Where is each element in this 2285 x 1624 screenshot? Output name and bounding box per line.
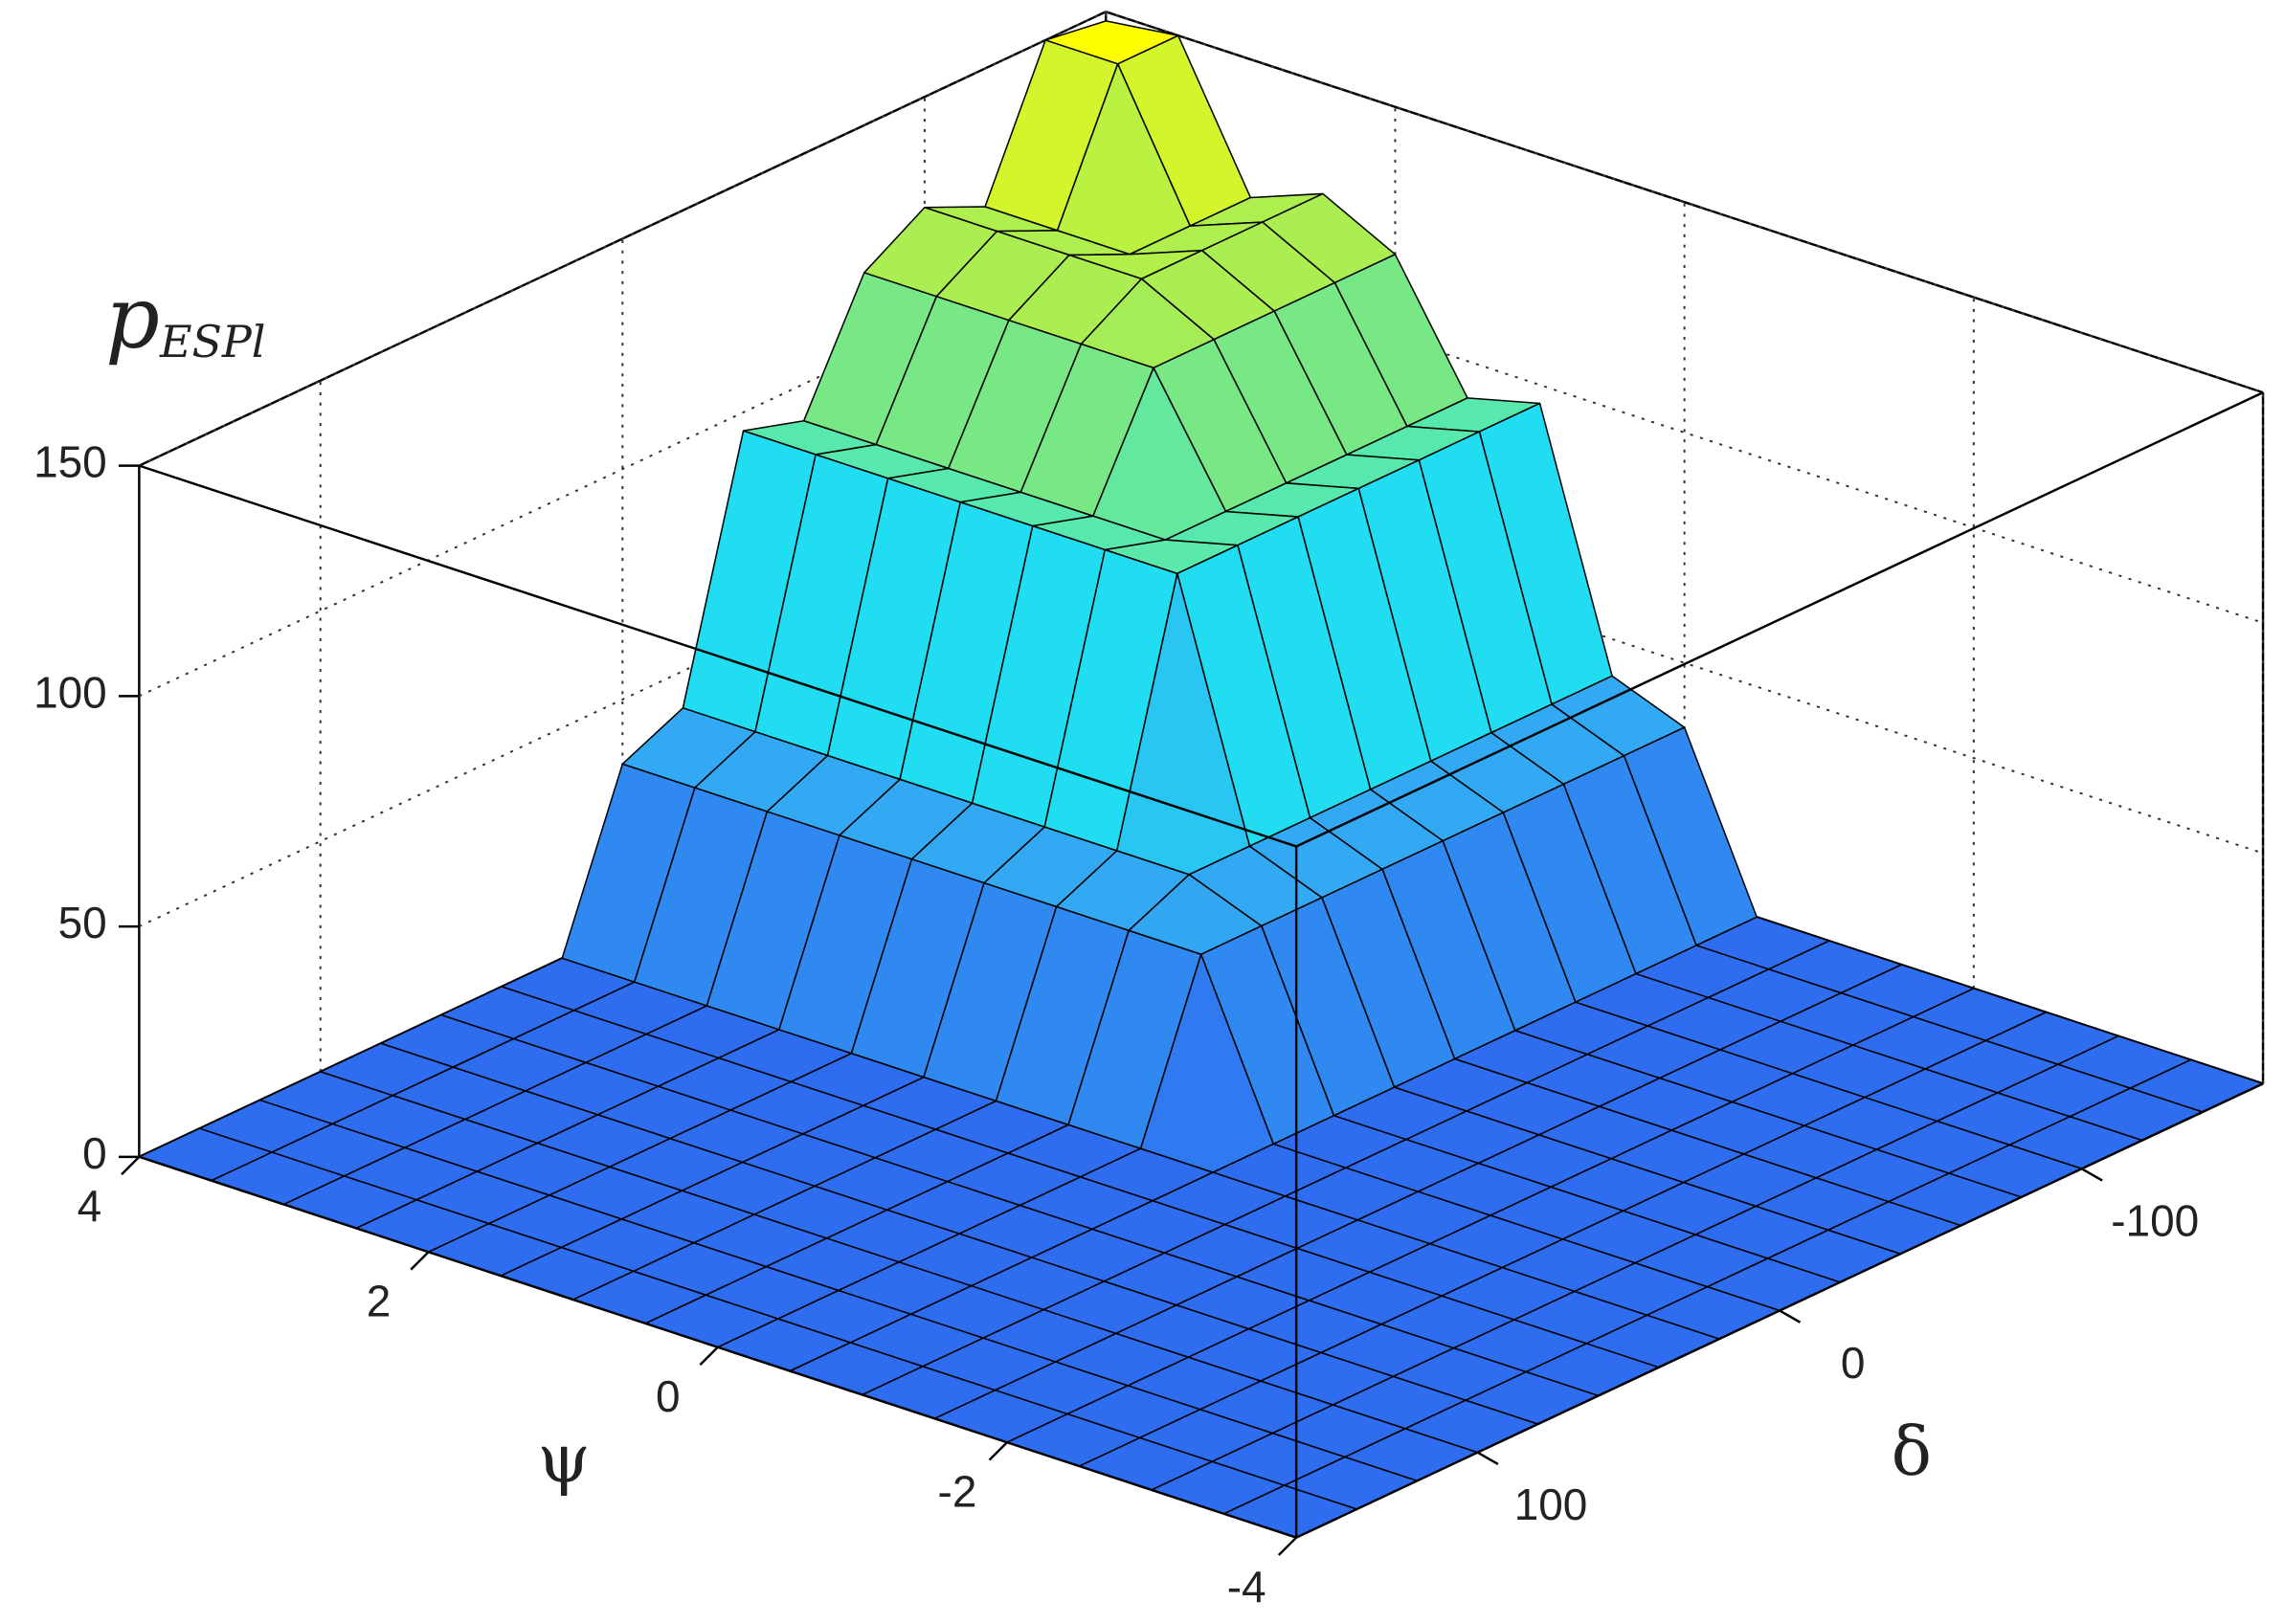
- front-layer: 0 50 100 150 -4 -2 0 2 4 -100 0 100: [34, 391, 2264, 1612]
- box-edge: [138, 464, 1297, 848]
- x-tick: [121, 1155, 141, 1176]
- axis-line: [1295, 1082, 2264, 1539]
- surface: [138, 20, 2264, 1539]
- z-tick-label: 0: [82, 1128, 107, 1178]
- grid-line: [138, 471, 1107, 928]
- x-tick-label: -2: [938, 1466, 977, 1516]
- x-tick: [410, 1251, 430, 1271]
- y-tick-label: 100: [1514, 1479, 1588, 1529]
- y-axis-label: δ: [1892, 1413, 1932, 1491]
- box-edge: [1295, 391, 2264, 848]
- x-axis-label: ψ: [538, 1420, 591, 1499]
- x-tick: [988, 1441, 1008, 1461]
- x-tick: [699, 1346, 719, 1366]
- grid-line: [1105, 241, 2264, 624]
- grid-line: [138, 241, 1107, 698]
- x-tick-label: 4: [78, 1181, 102, 1231]
- y-tick: [2081, 1168, 2103, 1182]
- y-tick: [1779, 1309, 1802, 1324]
- axis-line: [138, 1155, 1297, 1539]
- y-tick-label: 0: [1841, 1338, 1866, 1388]
- z-axis-label: pESPl: [105, 269, 265, 368]
- grid-line: [1105, 11, 2264, 394]
- grid-line: [138, 11, 1107, 467]
- x-tick-label: -4: [1227, 1562, 1266, 1612]
- x-tick-label: 0: [656, 1371, 681, 1421]
- grid-line: [1105, 471, 2264, 855]
- y-tick-label: -100: [2111, 1196, 2199, 1246]
- y-tick: [1476, 1451, 1499, 1466]
- z-tick-label: 150: [34, 437, 107, 487]
- x-tick-label: 2: [367, 1277, 392, 1326]
- z-axis-label-base: p: [105, 269, 160, 367]
- z-axis-label-subscript: ESPl: [159, 316, 266, 367]
- z-tick-label: 100: [34, 667, 107, 717]
- x-tick: [1277, 1536, 1298, 1556]
- z-tick-label: 50: [58, 898, 107, 947]
